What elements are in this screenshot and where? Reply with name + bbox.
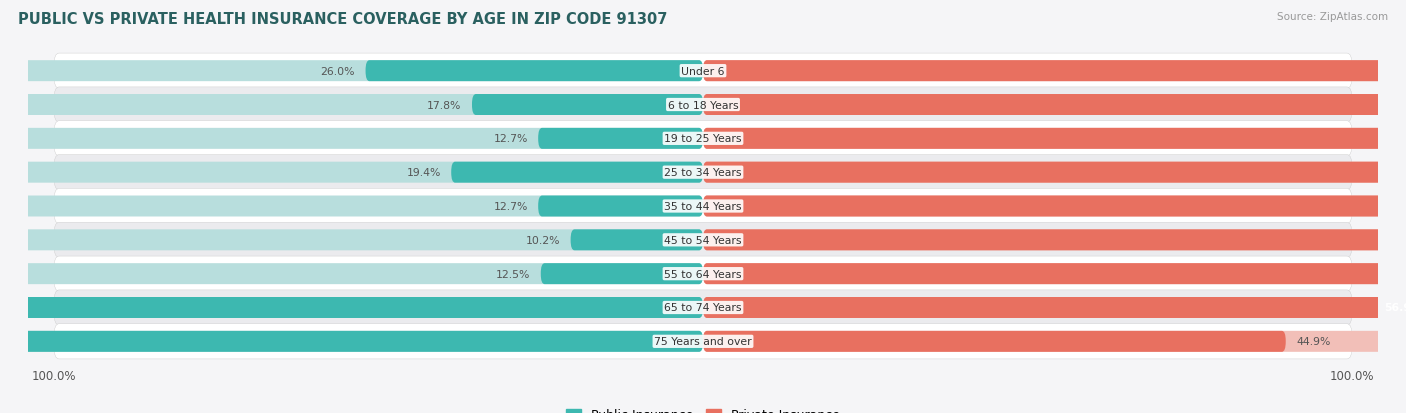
Text: 75 Years and over: 75 Years and over (654, 337, 752, 347)
Text: 35 to 44 Years: 35 to 44 Years (664, 202, 742, 211)
FancyBboxPatch shape (472, 95, 703, 116)
FancyBboxPatch shape (703, 61, 1406, 82)
FancyBboxPatch shape (541, 263, 703, 285)
Text: 65 to 74 Years: 65 to 74 Years (664, 303, 742, 313)
FancyBboxPatch shape (0, 297, 703, 318)
FancyBboxPatch shape (366, 61, 703, 82)
FancyBboxPatch shape (0, 162, 703, 183)
FancyBboxPatch shape (538, 128, 703, 150)
FancyBboxPatch shape (53, 121, 1353, 157)
FancyBboxPatch shape (703, 263, 1406, 285)
FancyBboxPatch shape (0, 128, 703, 150)
FancyBboxPatch shape (53, 88, 1353, 123)
FancyBboxPatch shape (53, 256, 1353, 292)
Text: 44.9%: 44.9% (1296, 337, 1330, 347)
FancyBboxPatch shape (703, 331, 1406, 352)
FancyBboxPatch shape (53, 223, 1353, 258)
FancyBboxPatch shape (703, 263, 1406, 285)
FancyBboxPatch shape (703, 196, 1406, 217)
Text: 12.7%: 12.7% (494, 134, 527, 144)
Text: 26.0%: 26.0% (321, 66, 356, 76)
Text: Under 6: Under 6 (682, 66, 724, 76)
FancyBboxPatch shape (0, 95, 703, 116)
FancyBboxPatch shape (53, 324, 1353, 359)
Text: PUBLIC VS PRIVATE HEALTH INSURANCE COVERAGE BY AGE IN ZIP CODE 91307: PUBLIC VS PRIVATE HEALTH INSURANCE COVER… (18, 12, 668, 27)
Text: 45 to 54 Years: 45 to 54 Years (664, 235, 742, 245)
Text: 6 to 18 Years: 6 to 18 Years (668, 100, 738, 110)
FancyBboxPatch shape (703, 230, 1406, 251)
FancyBboxPatch shape (451, 162, 703, 183)
Text: 56.9%: 56.9% (1384, 303, 1406, 313)
FancyBboxPatch shape (703, 128, 1406, 150)
FancyBboxPatch shape (571, 230, 703, 251)
FancyBboxPatch shape (0, 297, 703, 318)
FancyBboxPatch shape (0, 331, 703, 352)
FancyBboxPatch shape (703, 297, 1406, 318)
Text: 12.7%: 12.7% (494, 202, 527, 211)
Text: 10.2%: 10.2% (526, 235, 560, 245)
FancyBboxPatch shape (703, 95, 1406, 116)
FancyBboxPatch shape (703, 297, 1406, 318)
FancyBboxPatch shape (703, 95, 1406, 116)
FancyBboxPatch shape (0, 331, 703, 352)
FancyBboxPatch shape (53, 290, 1353, 325)
FancyBboxPatch shape (0, 230, 703, 251)
FancyBboxPatch shape (703, 196, 1406, 217)
FancyBboxPatch shape (0, 196, 703, 217)
FancyBboxPatch shape (53, 189, 1353, 224)
Text: 55 to 64 Years: 55 to 64 Years (664, 269, 742, 279)
FancyBboxPatch shape (0, 263, 703, 285)
Text: 12.5%: 12.5% (496, 269, 530, 279)
FancyBboxPatch shape (703, 61, 1406, 82)
FancyBboxPatch shape (703, 162, 1406, 183)
FancyBboxPatch shape (703, 162, 1406, 183)
FancyBboxPatch shape (53, 155, 1353, 190)
FancyBboxPatch shape (703, 128, 1406, 150)
Text: 25 to 34 Years: 25 to 34 Years (664, 168, 742, 178)
Text: Source: ZipAtlas.com: Source: ZipAtlas.com (1277, 12, 1388, 22)
Text: 19.4%: 19.4% (406, 168, 441, 178)
Legend: Public Insurance, Private Insurance: Public Insurance, Private Insurance (561, 404, 845, 413)
FancyBboxPatch shape (703, 331, 1285, 352)
FancyBboxPatch shape (53, 54, 1353, 89)
FancyBboxPatch shape (538, 196, 703, 217)
Text: 17.8%: 17.8% (427, 100, 461, 110)
FancyBboxPatch shape (0, 61, 703, 82)
Text: 19 to 25 Years: 19 to 25 Years (664, 134, 742, 144)
FancyBboxPatch shape (703, 230, 1406, 251)
